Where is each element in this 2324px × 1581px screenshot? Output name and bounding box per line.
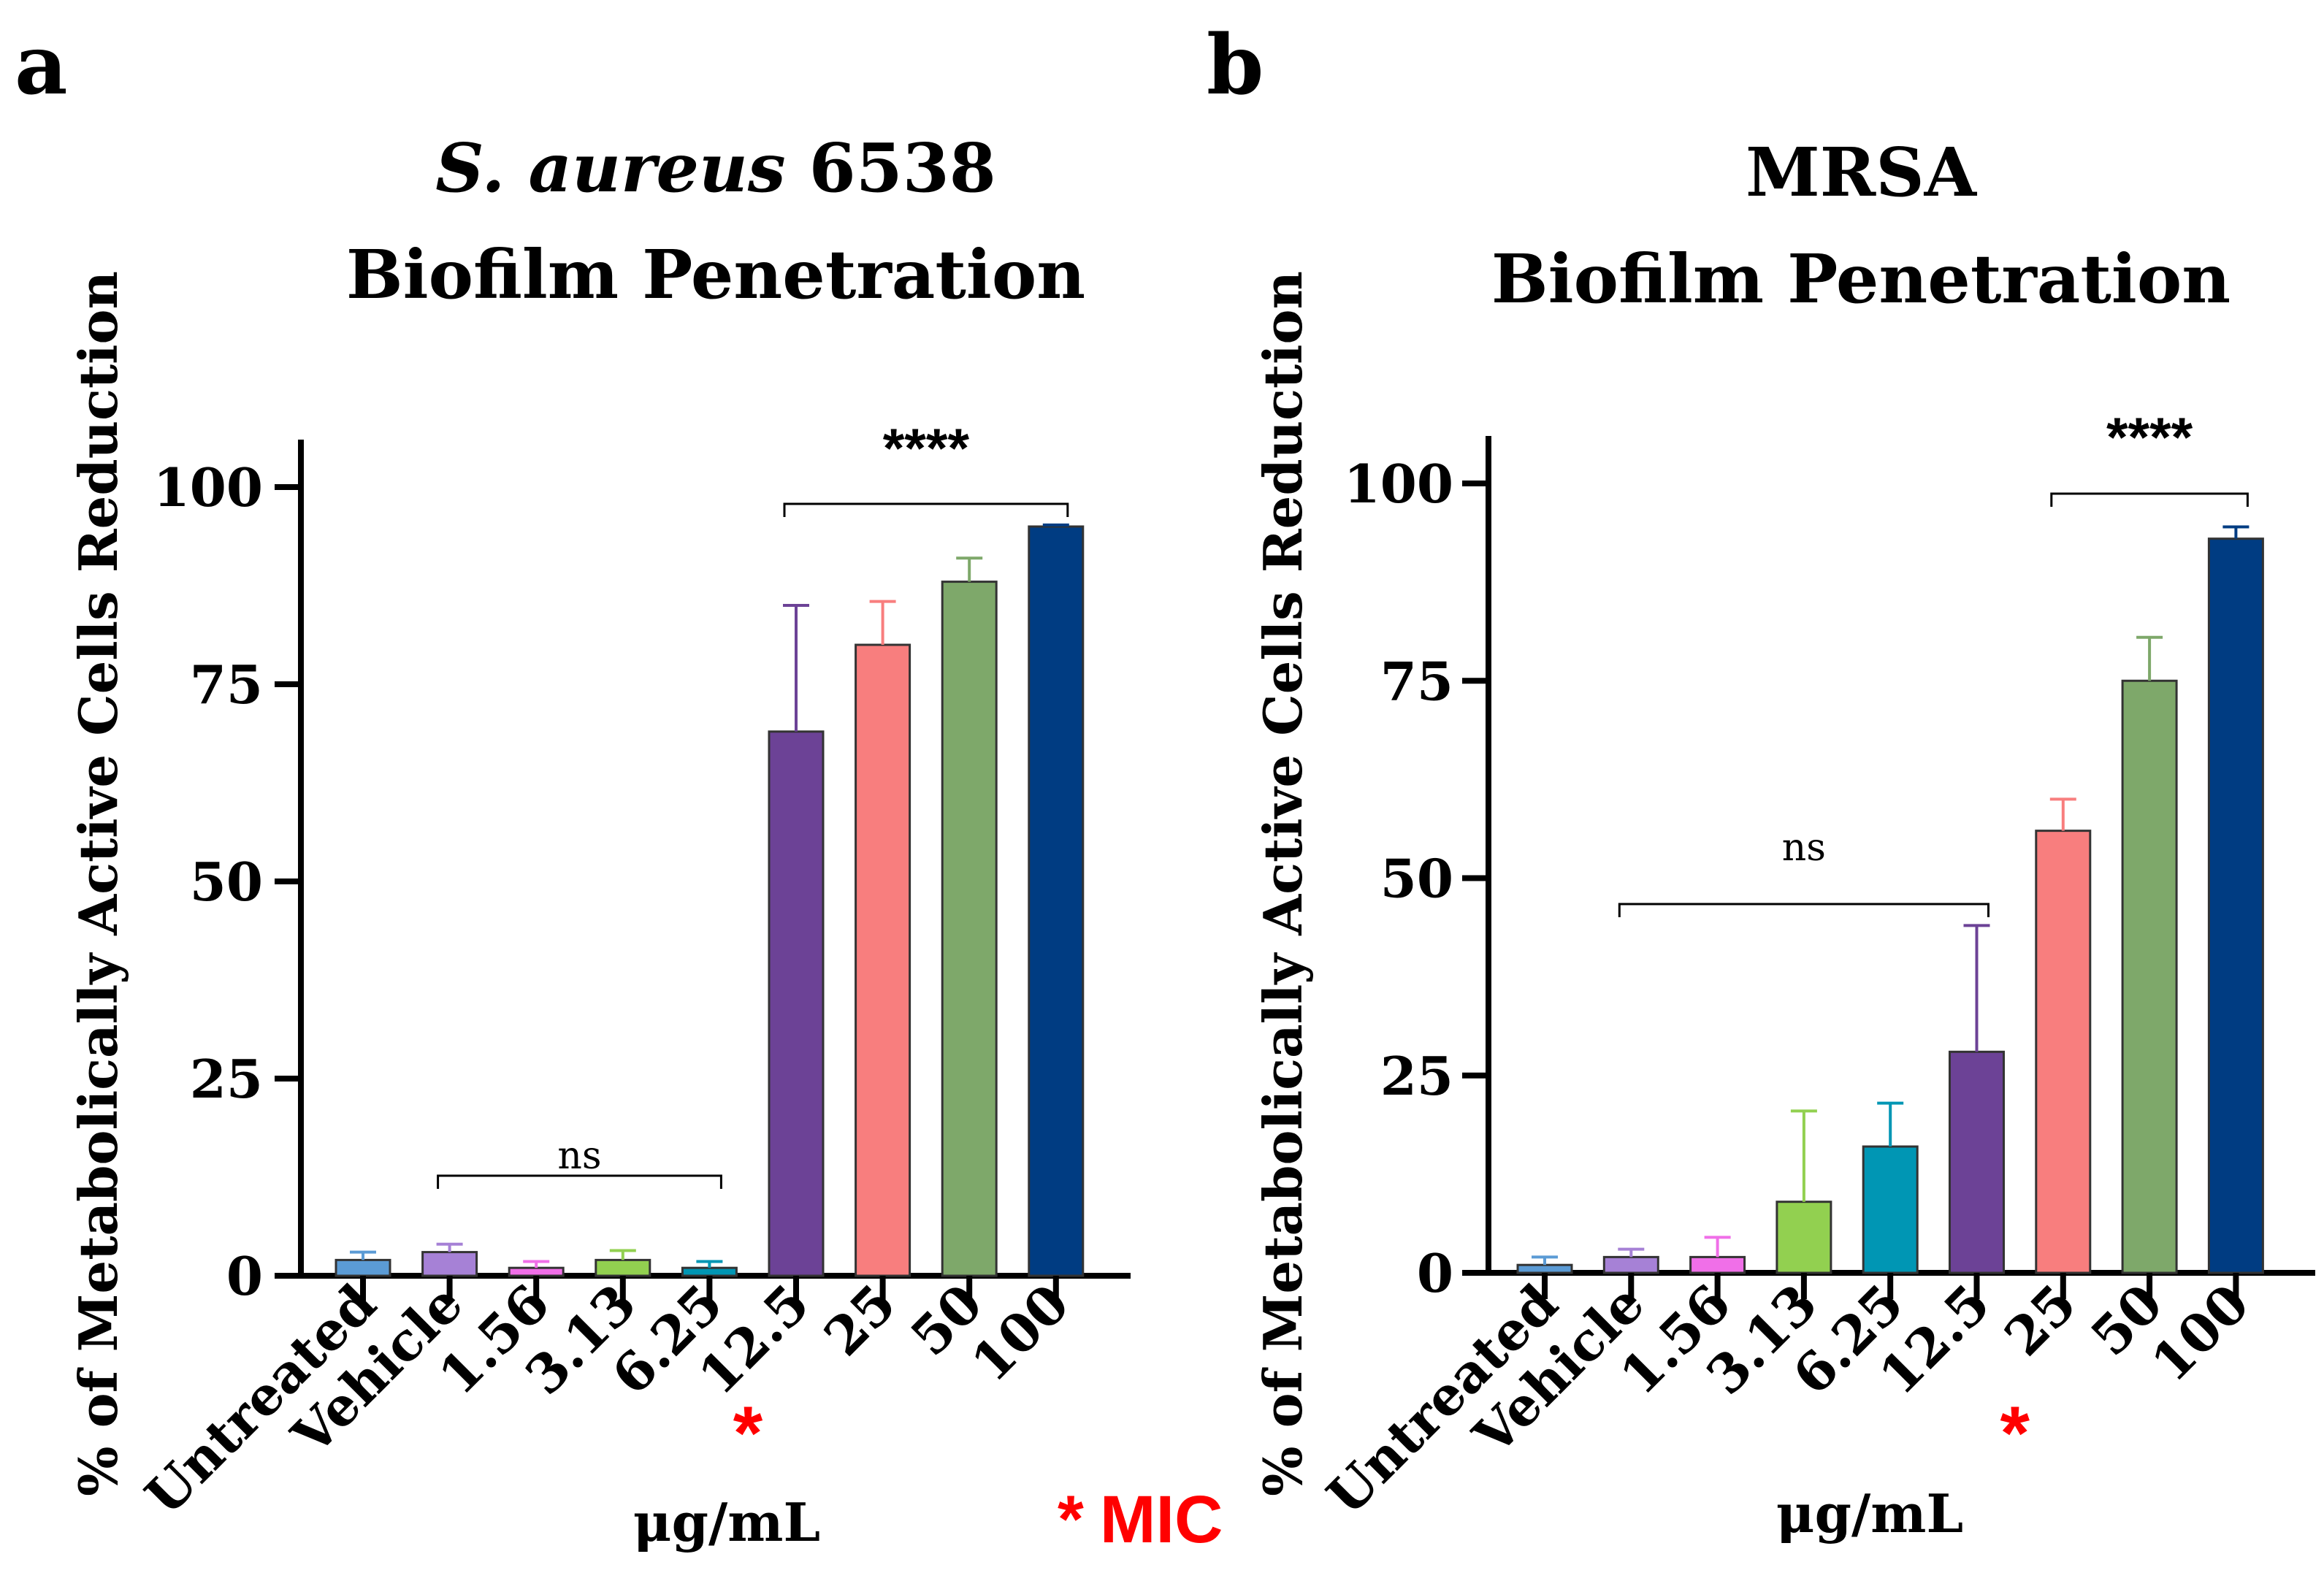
bars [335,523,1085,1277]
significance-label: **** [2106,407,2193,469]
title-italic: S. aureus [435,129,785,207]
mic-marker: * [733,1391,763,1476]
x-tick-label: 100 [2139,1272,2260,1393]
significance-label: **** [883,418,970,480]
y-tick-label: 0 [226,1245,263,1307]
mic-legend-label: MIC [1100,1482,1223,1557]
bar [1602,1255,1659,1274]
significance-bracket [783,502,1069,517]
mic-legend: * MIC [1058,1482,1223,1557]
bar [1862,1145,1919,1274]
bar [2035,830,2092,1274]
x-tick-label: 100 [959,1272,1080,1393]
x-axis-label: μg/mL [633,1491,820,1553]
x-tick-label: 25 [1992,1272,2088,1368]
y-tick-label: 25 [1380,1045,1453,1107]
y-tick-label: 75 [190,654,263,716]
chart-title-line2: Biofilm Penetration [346,235,1085,314]
x-tick-label: 25 [812,1272,908,1368]
panel-label: b [1207,18,1264,113]
y-tick-label: 50 [190,851,263,913]
y-tick-label: 0 [1417,1242,1453,1304]
y-tick-label: 100 [153,456,263,518]
y-axis-label: % of Metabolically Active Cells Reductio… [1252,271,1314,1496]
y-ticks: 0 25 50 75 100 [153,456,301,1307]
y-axis-label: % of Metabolically Active Cells Reductio… [67,271,129,1496]
bar [855,643,911,1277]
chart-title-line2: Biofilm Penetration [1491,240,2231,318]
bar [1776,1201,1832,1274]
bar [2207,537,2264,1274]
significance-brackets: ns **** [1618,407,2249,917]
bar [1516,1263,1573,1274]
bar [941,581,998,1277]
mic-legend-marker: * [1058,1482,1084,1557]
x-axis-label: μg/mL [1776,1482,1963,1544]
y-tick-label: 25 [190,1048,263,1110]
chart-title-line1: MRSA [1746,133,1978,212]
bar [2121,679,2178,1274]
significance-bracket [2050,492,2249,507]
panel-b: b MRSA Biofilm Penetration % of Metaboli… [1207,18,2315,1544]
y-tick-label: 100 [1344,453,1453,515]
y-tick-label: 75 [1380,650,1453,712]
chart-title-line1: S. aureus 6538 [435,129,996,207]
panel-label: a [15,18,68,113]
significance-bracket [437,1174,722,1189]
mic-marker: * [2000,1391,2030,1476]
significance-label: ns [557,1134,601,1178]
significance-brackets: ns **** [437,418,1069,1189]
bar [1949,1050,2005,1274]
panel-a: a S. aureus 6538 Biofilm Penetration % o… [15,18,1131,1553]
title-rest: MRSA [1746,133,1978,212]
bar [1689,1255,1746,1274]
bar [768,730,825,1277]
bars [1516,525,2264,1274]
mic-legend-text: * MIC [1058,1482,1223,1557]
bar [1028,525,1085,1277]
y-ticks: 0 25 50 75 100 [1344,453,1488,1304]
title-rest: 6538 [786,129,996,207]
y-tick-label: 50 [1380,848,1453,910]
significance-label: ns [1782,826,1826,870]
significance-bracket [1618,903,1989,917]
